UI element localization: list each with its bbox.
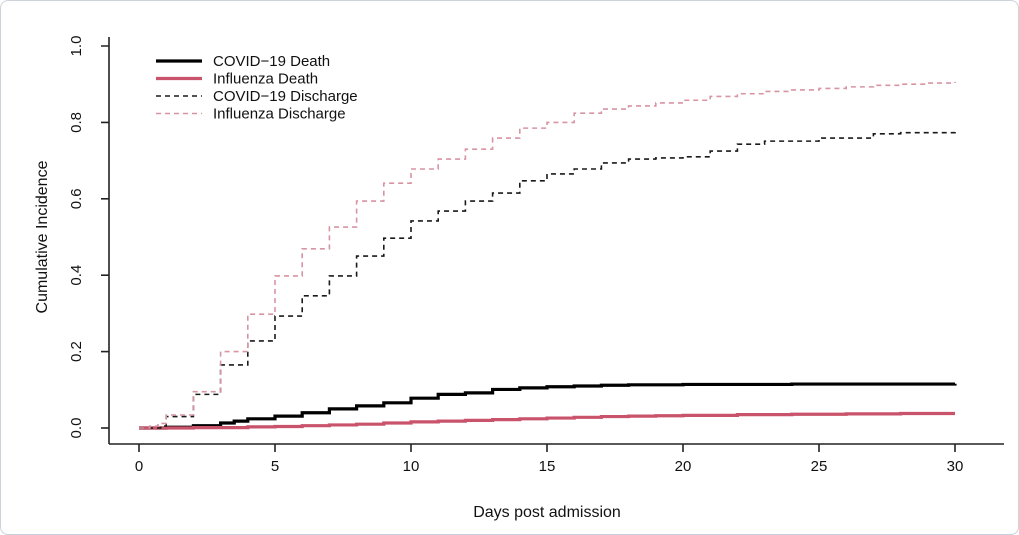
x-axis-tick-label: 10 [403, 458, 420, 475]
curve-influenza-discharge [139, 81, 956, 429]
x-axis-tick-label: 5 [271, 458, 279, 475]
curve-covid-19-discharge [139, 131, 956, 429]
legend-label: COVID−19 Death [213, 53, 330, 70]
curve-covid-19-death [139, 382, 957, 430]
y-axis-tick-label: 0.8 [68, 112, 85, 133]
x-axis-tick-label: 0 [135, 458, 143, 475]
y-axis-tick-label: 0.0 [68, 418, 85, 439]
y-axis-title: Cumulative Incidence [34, 160, 51, 313]
axes: 0 5 10 15 20 25 30 0.0 0.2 0.4 0.6 0.8 1.0 [68, 36, 1004, 475]
x-axis-tick-label: 20 [675, 458, 692, 475]
curve-influenza-death [139, 411, 955, 430]
series-lines [139, 81, 957, 430]
legend-label: Influenza Discharge [213, 106, 346, 123]
y-axis-tick-label: 1.0 [68, 36, 85, 57]
legend-label: COVID−19 Discharge [213, 88, 358, 105]
x-axis-tick-label: 15 [539, 458, 556, 475]
y-axis-tick-label: 0.6 [68, 188, 85, 209]
legend-label: Influenza Death [213, 71, 318, 88]
y-axis-tick-label: 0.4 [68, 265, 85, 286]
x-axis-tick-label: 30 [947, 458, 964, 475]
y-axis-tick-label: 0.2 [68, 341, 85, 362]
x-axis-tick-label: 25 [811, 458, 828, 475]
x-axis-title: Days post admission [473, 504, 621, 521]
